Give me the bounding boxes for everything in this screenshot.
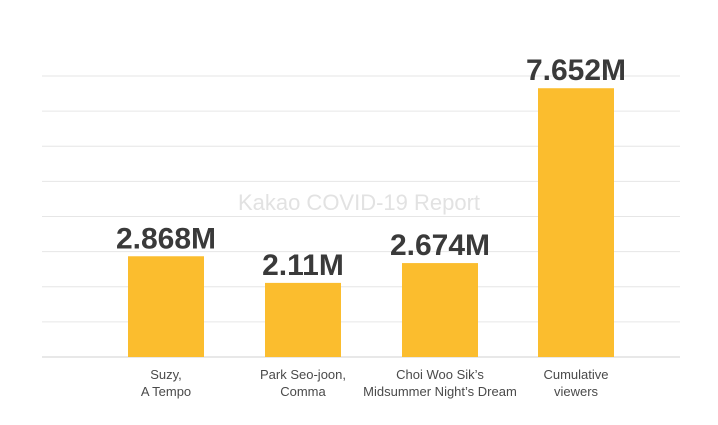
category-labels: Suzy, A Tempo Park Seo-joon, Comma Choi Woo …: [141, 367, 609, 399]
data-label: 2.11M: [262, 249, 344, 282]
category-label: Cumulative: [543, 367, 608, 382]
category-label: Suzy,: [150, 367, 182, 382]
data-labels: 2.868M 2.11M 2.674M 7.652M: [116, 54, 626, 282]
bars: [128, 88, 614, 357]
category-label: Midsummer Night’s Dream: [363, 384, 517, 399]
category-label: A Tempo: [141, 384, 191, 399]
data-label: 2.674M: [390, 229, 490, 262]
category-label: Comma: [280, 384, 326, 399]
watermark: Kakao COVID-19 Report: [238, 190, 480, 215]
bar: [265, 282, 341, 357]
bar: [402, 263, 478, 357]
category-label: Park Seo-joon,: [260, 367, 346, 382]
data-label: 7.652M: [526, 54, 626, 87]
bar: [538, 88, 614, 357]
data-label: 2.868M: [116, 222, 216, 255]
category-label: Choi Woo Sik’s: [396, 367, 484, 382]
bar: [128, 256, 204, 357]
category-label: viewers: [554, 384, 599, 399]
